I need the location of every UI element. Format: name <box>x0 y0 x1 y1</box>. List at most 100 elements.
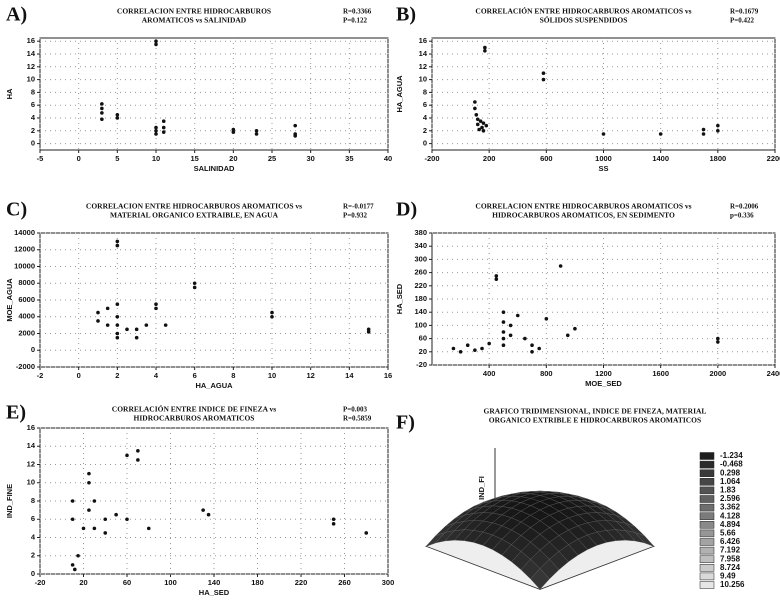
point <box>103 517 108 522</box>
legend-label: 9.49 <box>720 572 736 581</box>
y-axis-label: HA_SED <box>395 283 404 314</box>
x-tick-label: 2400 <box>767 369 780 378</box>
legend-label: 10.256 <box>720 580 745 589</box>
point <box>270 314 274 319</box>
x-tick-label: 2000 <box>709 369 726 378</box>
point <box>100 117 104 122</box>
legend-swatch <box>699 512 715 520</box>
x-tick-label: 100 <box>164 578 177 587</box>
y-tick-label: 10 <box>27 75 35 84</box>
panel: D) CORRELACION ENTRE HIDROCARBUROS AROMAT… <box>395 199 780 388</box>
point <box>530 343 534 347</box>
point <box>501 343 506 347</box>
chart-title: CORRELACIÓN ENTRE HIDROCARBUROS AROMATIC… <box>475 6 691 16</box>
legend-swatch <box>699 460 715 469</box>
statistic: R=0.1679 <box>730 8 759 16</box>
x-tick-label: 8 <box>231 371 235 380</box>
legend-swatch <box>699 529 715 538</box>
legend-label: 7.192 <box>720 546 741 555</box>
point <box>114 512 118 517</box>
y-tick-label: 220 <box>414 281 427 290</box>
point <box>201 508 205 512</box>
y-tick-label: 8 <box>31 87 35 96</box>
y-tick-label: 10 <box>419 75 427 84</box>
statistic: R=-0.0177 <box>343 203 374 211</box>
legend-swatch <box>699 572 715 581</box>
point <box>478 119 483 123</box>
point <box>125 327 129 332</box>
panel: F) GRAFICO TRIDIMENSIONAL, INDICE DE FINE… <box>396 407 745 590</box>
point <box>144 323 149 327</box>
point <box>701 127 706 132</box>
point <box>100 111 104 115</box>
legend-swatch <box>699 564 715 572</box>
x-tick-label: 180 <box>251 578 264 587</box>
point <box>477 127 481 132</box>
point <box>105 323 110 327</box>
x-axis-label: SALINIDAD <box>194 164 235 173</box>
point <box>254 129 259 133</box>
x-tick-label: 10 <box>268 371 276 380</box>
legend-label: 1.83 <box>720 486 736 495</box>
point <box>146 526 151 531</box>
x-tick-label: 1600 <box>652 369 669 378</box>
point <box>81 526 86 531</box>
x-axis-label: SS <box>598 164 608 173</box>
x-tick-label: -200 <box>424 154 439 163</box>
x-tick-label: 4 <box>154 371 159 380</box>
x-tick-label: 0 <box>77 371 81 380</box>
legend-swatch <box>699 538 715 546</box>
x-axis-label: HA_AGUA <box>195 381 233 390</box>
point <box>136 449 140 453</box>
x-tick-label: 300 <box>382 578 395 587</box>
statistic: P=0.932 <box>343 212 368 220</box>
point <box>541 71 546 75</box>
statistic: P=0.003 <box>343 406 368 414</box>
point <box>105 306 110 311</box>
point <box>515 313 520 318</box>
y-axis-label: IND_FINE <box>5 484 14 518</box>
y-tick-label: 6 <box>423 100 427 109</box>
point <box>501 336 506 341</box>
point <box>73 567 77 572</box>
point <box>76 553 80 558</box>
point <box>125 517 129 522</box>
point <box>480 346 484 351</box>
point <box>96 310 100 315</box>
statistic: R=0.3366 <box>343 8 372 16</box>
legend-swatch <box>699 555 715 563</box>
point <box>565 333 570 338</box>
y-tick-label: 12 <box>27 459 35 468</box>
y-tick-label: 6 <box>31 514 35 523</box>
point <box>451 346 456 351</box>
point <box>154 42 158 47</box>
y-tick-label: 2 <box>423 126 427 135</box>
point <box>475 122 480 127</box>
point <box>523 336 527 341</box>
statistic: p=0.336 <box>730 212 754 220</box>
x-tick-label: 35 <box>345 154 353 163</box>
y-tick-label: 14 <box>27 49 36 58</box>
chart-title: CORRELACION ENTRE HIDROCARBUROS <box>117 7 271 16</box>
legend-swatch <box>699 478 715 486</box>
x-tick-label: 16 <box>384 371 392 380</box>
y-axis-label: MOE_AGUA <box>5 278 14 322</box>
legend-label: 5.66 <box>720 529 736 538</box>
point <box>473 348 477 352</box>
panel-label: F) <box>396 412 415 434</box>
point <box>231 130 236 134</box>
y-tick-label: 10000 <box>14 261 35 270</box>
point <box>115 239 120 244</box>
y-tick-label: 12 <box>419 62 427 71</box>
y-tick-label: 300 <box>414 254 427 263</box>
chart-title: HIDROCARBUROS AROMATICOS, EN SEDIMENTO <box>492 211 675 220</box>
legend-label: 2.596 <box>720 494 741 503</box>
point <box>501 330 506 334</box>
point <box>154 302 158 306</box>
legend-label: 4.128 <box>720 511 741 520</box>
y-tick-label: 20 <box>419 347 427 356</box>
x-tick-label: 30 <box>306 154 314 163</box>
y-tick-label: 260 <box>414 268 427 277</box>
